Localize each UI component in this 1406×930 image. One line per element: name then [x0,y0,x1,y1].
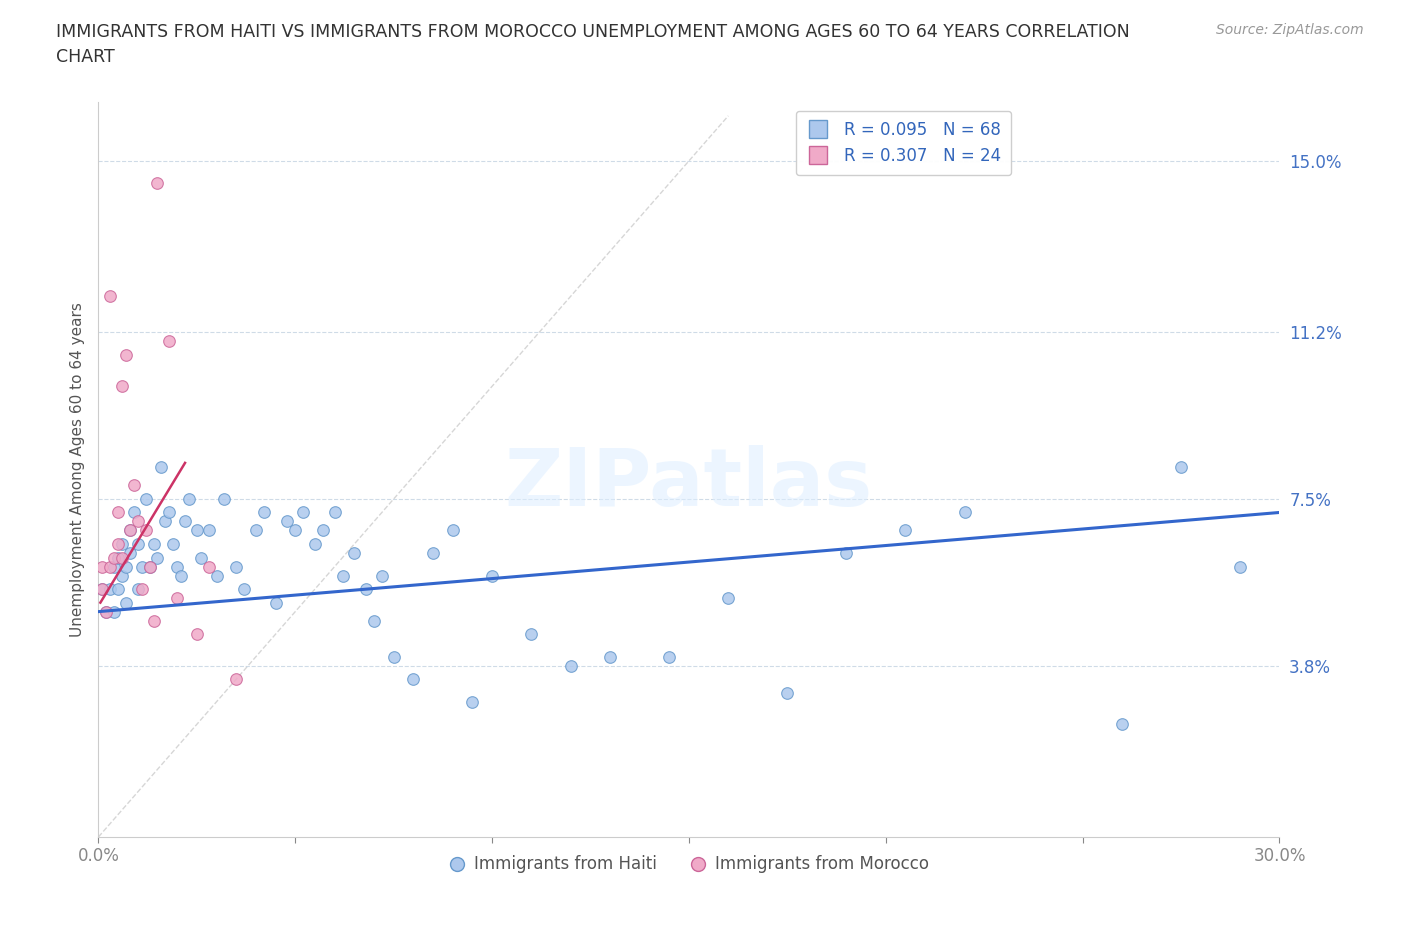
Point [131,581,153,596]
Point [98,288,121,303]
Point [441,523,464,538]
Point [253,505,276,520]
Point [131,559,153,574]
Point [520,627,543,642]
Point [96,604,118,619]
Point [157,334,180,349]
Point [150,460,173,475]
Point [894,523,917,538]
Point [363,613,385,628]
Point [312,523,335,538]
Legend: Immigrants from Haiti, Immigrants from Morocco: Immigrants from Haiti, Immigrants from M… [441,849,936,880]
Point [343,546,366,561]
Point [177,492,200,507]
Point [166,559,188,574]
Point [122,478,145,493]
Point [146,551,169,565]
Point [118,523,141,538]
Point [174,514,197,529]
Point [835,546,858,561]
Point [162,537,184,551]
Point [115,347,138,362]
Point [170,568,193,583]
Point [138,559,160,574]
Point [135,523,157,538]
Point [284,523,307,538]
Point [276,514,298,529]
Point [111,379,134,393]
Point [402,671,425,686]
Point [103,551,125,565]
Point [103,604,125,619]
Point [371,568,394,583]
Point [127,581,149,596]
Text: ZIPatlas: ZIPatlas [505,445,873,524]
Point [146,176,169,191]
Point [138,559,160,574]
Point [197,523,219,538]
Point [332,568,354,583]
Point [214,492,236,507]
Point [225,671,247,686]
Point [953,505,976,520]
Point [118,523,141,538]
Point [382,649,405,664]
Point [91,581,114,596]
Point [111,537,134,551]
Point [658,649,681,664]
Point [560,658,582,673]
Point [166,591,188,605]
Point [197,559,219,574]
Point [225,559,247,574]
Point [354,581,377,596]
Point [717,591,740,605]
Point [91,559,114,574]
Point [91,581,114,596]
Point [127,537,149,551]
Point [264,595,287,610]
Point [115,595,138,610]
Point [245,523,267,538]
Point [98,559,121,574]
Point [103,559,125,574]
Point [1170,460,1192,475]
Point [186,523,208,538]
Point [107,537,129,551]
Point [135,492,157,507]
Point [461,695,484,710]
Point [127,514,149,529]
Point [481,568,503,583]
Point [205,568,228,583]
Point [111,568,134,583]
Y-axis label: Unemployment Among Ages 60 to 64 years: Unemployment Among Ages 60 to 64 years [69,302,84,637]
Point [111,551,134,565]
Point [107,581,129,596]
Point [107,551,129,565]
Point [96,604,118,619]
Point [422,546,444,561]
Text: Source: ZipAtlas.com: Source: ZipAtlas.com [1216,23,1364,37]
Point [118,546,141,561]
Point [292,505,315,520]
Point [599,649,621,664]
Point [186,627,208,642]
Point [776,685,799,700]
Point [98,581,121,596]
Point [107,505,129,520]
Point [142,613,165,628]
Point [1229,559,1251,574]
Point [155,514,177,529]
Text: IMMIGRANTS FROM HAITI VS IMMIGRANTS FROM MOROCCO UNEMPLOYMENT AMONG AGES 60 TO 6: IMMIGRANTS FROM HAITI VS IMMIGRANTS FROM… [56,23,1130,41]
Point [157,505,180,520]
Point [122,505,145,520]
Point [323,505,346,520]
Point [190,551,212,565]
Point [233,581,256,596]
Point [142,537,165,551]
Point [304,537,326,551]
Point [115,559,138,574]
Point [1111,717,1133,732]
Text: CHART: CHART [56,48,115,66]
